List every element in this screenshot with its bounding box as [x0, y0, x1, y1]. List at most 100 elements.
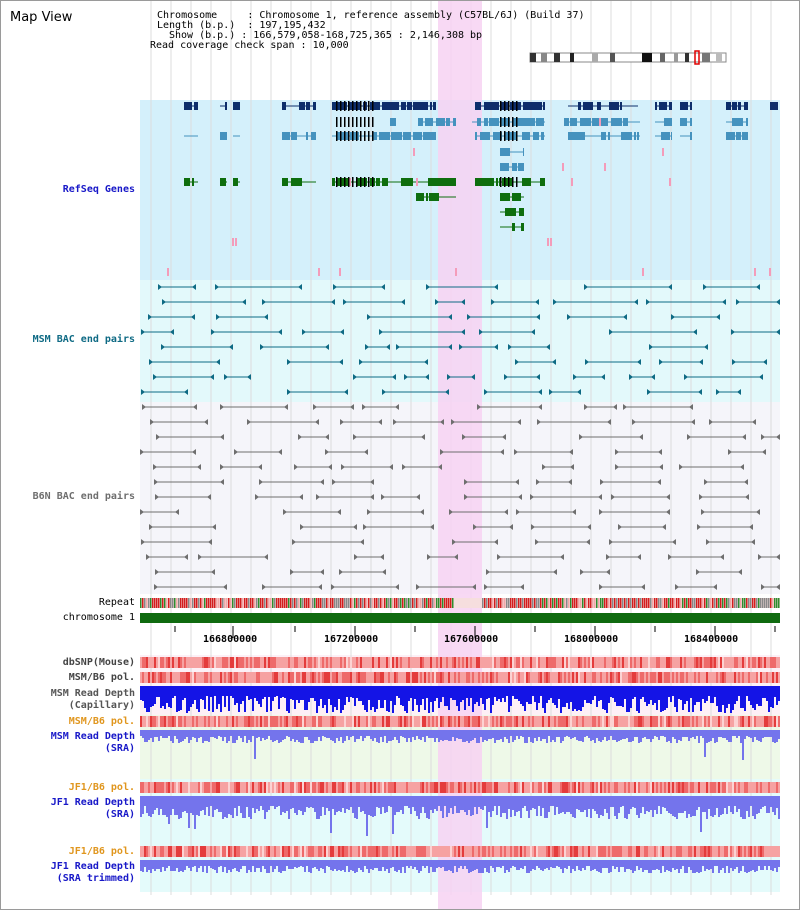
- chromosome-ideogram[interactable]: [529, 50, 727, 65]
- dbsnp-strip[interactable]: [140, 657, 780, 668]
- msm-b6-pol-strip-cell: [480, 672, 482, 683]
- jf1-sra-depth-bar: [764, 796, 766, 806]
- repeat-mark: [766, 598, 768, 608]
- jf1-sra-depth-bar: [166, 796, 168, 817]
- repeat-mark: [664, 598, 666, 608]
- jf1-b6-pol-strip-2-cell: [700, 846, 702, 857]
- jf1-read-depth-sra-label[interactable]: JF1 Read Depth (SRA): [50, 797, 135, 820]
- jf1-b6-pol-strip[interactable]: [140, 782, 780, 793]
- jf1-sra-depth-bar: [492, 796, 494, 811]
- msm-sra-depth-bar: [420, 730, 422, 740]
- jf1-b6-pol-strip-cell: [230, 782, 232, 793]
- msm-bac-end: [756, 284, 760, 290]
- msm-capillary-depth-bar: [390, 686, 392, 701]
- dbsnp-strip-cell: [432, 657, 434, 668]
- dbsnp-strip-cell: [404, 657, 406, 668]
- jf1-sra-depth[interactable]: [140, 796, 780, 836]
- dbsnp-strip-cell: [236, 657, 238, 668]
- msm-sra-depth-bar: [524, 730, 526, 743]
- dbsnp-strip-cell: [740, 657, 742, 668]
- b6n-bac-end: [599, 584, 603, 590]
- jf1-trimmed-depth-bar: [638, 860, 640, 870]
- jf1-b6-pol-strip-2-cell: [550, 846, 552, 857]
- jf1-read-depth-trimmed-label[interactable]: JF1 Read Depth (SRA trimmed): [50, 861, 135, 884]
- msm-capillary-depth-bar: [720, 686, 722, 712]
- msm-sra-depth-bar: [656, 730, 658, 737]
- dbsnp-strip-cell: [304, 657, 306, 668]
- msm-sra-depth-bar: [428, 730, 430, 738]
- msm-b6-pol-strip-2-cell: [762, 716, 764, 727]
- repeat-track[interactable]: [140, 598, 780, 608]
- b6n-bac-end: [536, 479, 540, 485]
- repeat-mark: [196, 598, 198, 608]
- jf1-sra-depth-bar: [306, 796, 308, 807]
- msm-b6-pol-strip-cell: [252, 672, 254, 683]
- jf1-b6-pol-strip-cell: [252, 782, 254, 793]
- jf1-b6-pol-track-label[interactable]: JF1/B6 pol.: [68, 782, 135, 793]
- jf1-b6-pol-track-label-2[interactable]: JF1/B6 pol.: [68, 846, 135, 857]
- refseq-track-label[interactable]: RefSeq Genes: [62, 184, 135, 195]
- dbsnp-strip-cell: [654, 657, 656, 668]
- msm-capillary-depth-bar: [536, 686, 538, 710]
- msm-bac-end: [536, 374, 540, 380]
- msm-sra-depth-bar: [498, 730, 500, 740]
- jf1-sra-depth-bar: [570, 796, 572, 814]
- dbsnp-strip-cell: [300, 657, 302, 668]
- msm-sra-depth-bar: [572, 730, 574, 738]
- msm-b6-pol-strip-2[interactable]: [140, 716, 780, 727]
- gene-exon: [502, 178, 513, 186]
- msm-read-depth-sra-label[interactable]: MSM Read Depth (SRA): [50, 731, 135, 754]
- jf1-trimmed-depth[interactable]: [140, 860, 780, 873]
- msm-b6-pol-strip-cell: [742, 672, 744, 683]
- jf1-b6-pol-strip-2-cell: [542, 846, 544, 857]
- msm-b6-pol-track-label-2[interactable]: MSM/B6 pol.: [68, 716, 135, 727]
- msm-b6-pol-strip-2-cell: [144, 716, 146, 727]
- refseq-genes[interactable]: [167, 101, 778, 276]
- jf1-b6-pol-strip-2-cell: [582, 846, 584, 857]
- gene-exon: [592, 118, 602, 126]
- msm-bac-track-label[interactable]: MSM BAC end pairs: [32, 334, 135, 345]
- b6n-bac-pairs[interactable]: [140, 404, 780, 590]
- jf1-b6-pol-strip-2-cell: [316, 846, 318, 857]
- jf1-b6-pol-strip-cell: [460, 782, 462, 793]
- msm-sra-depth-bar: [156, 730, 158, 737]
- msm-sra-depth-bar: [214, 730, 216, 738]
- msm-b6-pol-strip-2-cell: [172, 716, 174, 727]
- dbsnp-track-label[interactable]: dbSNP(Mouse): [62, 657, 135, 668]
- b6n-bac-end: [331, 584, 335, 590]
- dbsnp-strip-cell: [252, 657, 254, 668]
- msm-sra-depth-bar: [776, 730, 778, 742]
- msm-b6-pol-strip-cell: [300, 672, 302, 683]
- msm-bac-pairs[interactable]: [141, 284, 780, 395]
- jf1-b6-pol-strip-2[interactable]: [140, 846, 780, 857]
- jf1-sra-depth-bar: [248, 796, 250, 817]
- b6n-bac-track-label[interactable]: B6N BAC end pairs: [32, 491, 135, 502]
- msm-read-depth-capillary-label[interactable]: MSM Read Depth (Capillary): [50, 688, 135, 711]
- msm-b6-pol-strip[interactable]: [140, 672, 780, 683]
- msm-b6-pol-strip-2-cell: [770, 716, 772, 727]
- msm-b6-pol-strip-2-cell: [430, 716, 432, 727]
- dbsnp-strip-cell: [436, 657, 438, 668]
- msm-capillary-depth-bar: [244, 686, 246, 712]
- msm-sra-depth-bar: [734, 730, 736, 736]
- msm-b6-pol-strip-cell: [342, 672, 344, 683]
- dbsnp-strip-cell: [540, 657, 542, 668]
- jf1-sra-depth-bar: [480, 796, 482, 809]
- jf1-b6-pol-strip-2-cell: [192, 846, 194, 857]
- msm-capillary-depth[interactable]: [140, 686, 780, 713]
- jf1-b6-pol-strip-2-cell: [210, 846, 212, 857]
- jf1-trimmed-depth-bar: [652, 860, 654, 870]
- msm-b6-pol-track-label[interactable]: MSM/B6 pol.: [68, 672, 135, 683]
- jf1-trimmed-depth-bar: [670, 860, 672, 872]
- jf1-sra-depth-bar: [460, 796, 462, 810]
- length-value: 197,195,432: [259, 20, 326, 31]
- b6n-bac-end: [484, 584, 488, 590]
- msm-sra-depth[interactable]: [140, 730, 780, 760]
- msm-capillary-depth-bar: [278, 686, 280, 709]
- jf1-b6-pol-strip-cell: [544, 782, 546, 793]
- jf1-b6-pol-strip-cell: [700, 782, 702, 793]
- jf1-b6-pol-strip-cell: [260, 782, 262, 793]
- msm-capillary-depth-bar: [596, 686, 598, 707]
- jf1-b6-pol-strip-cell: [428, 782, 430, 793]
